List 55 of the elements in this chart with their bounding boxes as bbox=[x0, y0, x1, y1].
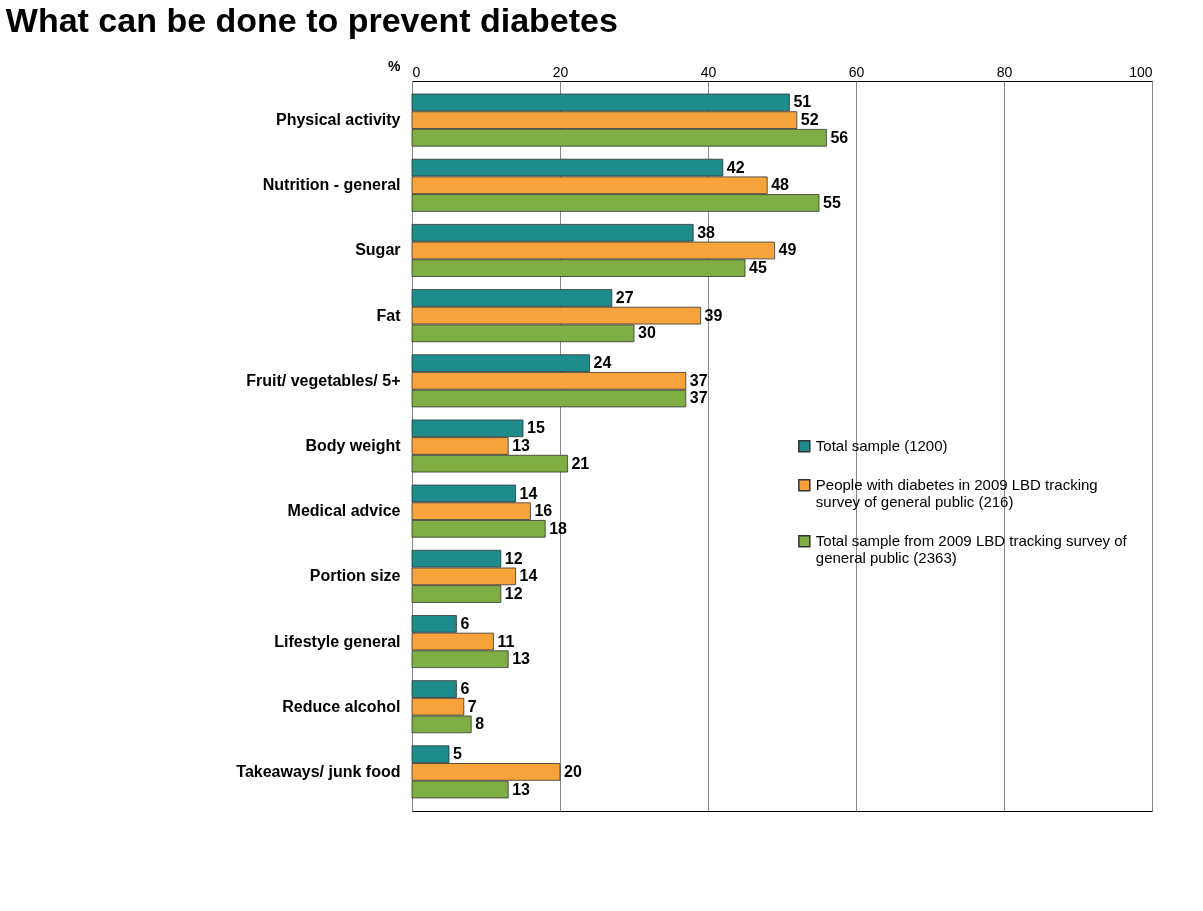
data-label: 12 bbox=[504, 585, 523, 603]
data-label: 16 bbox=[534, 502, 553, 520]
data-label: 20 bbox=[564, 762, 582, 780]
data-label: 13 bbox=[512, 437, 531, 454]
data-label: 56 bbox=[830, 128, 849, 146]
x-tick-label: 80 bbox=[996, 63, 1013, 80]
data-label: 27 bbox=[615, 288, 634, 306]
x-tick-label: 40 bbox=[700, 63, 717, 80]
data-label: 15 bbox=[527, 419, 545, 437]
y-tick-label: Portion size bbox=[309, 567, 401, 585]
data-label: 30 bbox=[638, 324, 656, 342]
x-tick-label: 20 bbox=[552, 63, 569, 80]
data-label: 18 bbox=[549, 519, 568, 537]
x-tick-label: 0 bbox=[412, 63, 421, 80]
y-tick-label: Medical advice bbox=[287, 502, 401, 520]
y-tick-label: Nutrition - general bbox=[262, 176, 401, 194]
data-label: 49 bbox=[778, 241, 797, 259]
legend-label: People with diabetes in 2009 LBD tracking survey of general public (216) bbox=[815, 476, 1098, 511]
legend-label: Total sample (1200) bbox=[815, 437, 948, 455]
data-label: 37 bbox=[689, 389, 708, 407]
data-label: 14 bbox=[519, 484, 538, 502]
y-tick-label: Fat bbox=[376, 306, 402, 324]
data-label: 6 bbox=[460, 614, 470, 632]
data-label: 55 bbox=[823, 193, 841, 211]
y-tick-label: Fruit/ vegetables/ 5+ bbox=[246, 371, 401, 389]
data-label: 13 bbox=[512, 780, 531, 798]
data-label: 37 bbox=[689, 371, 708, 389]
legend-label: Total sample from 2009 LBD tracking survey of general public (2363) bbox=[815, 532, 1128, 567]
data-label: 42 bbox=[726, 158, 745, 176]
x-axis-title: % bbox=[388, 57, 402, 74]
data-label: 38 bbox=[697, 223, 716, 241]
data-label: 52 bbox=[800, 111, 819, 129]
x-tick-label: 60 bbox=[848, 63, 865, 80]
y-tick-label: Physical activity bbox=[275, 111, 401, 129]
data-label: 51 bbox=[793, 93, 812, 111]
data-label: 14 bbox=[519, 567, 538, 585]
data-label: 7 bbox=[467, 697, 477, 715]
data-label: 45 bbox=[749, 259, 767, 277]
data-label: 8 bbox=[475, 715, 485, 733]
data-label: 13 bbox=[512, 650, 531, 668]
data-label: 5 bbox=[453, 745, 462, 763]
chart-title: What can be done to prevent diabetes bbox=[5, 1, 618, 39]
y-tick-label: Body weight bbox=[305, 437, 402, 454]
data-label: 6 bbox=[460, 680, 470, 698]
y-tick-label: Lifestyle general bbox=[274, 632, 401, 650]
data-label: 11 bbox=[497, 632, 515, 650]
y-tick-label: Sugar bbox=[355, 241, 401, 259]
data-label: 24 bbox=[593, 354, 612, 372]
data-label: 21 bbox=[571, 454, 590, 472]
y-tick-label: Reduce alcohol bbox=[282, 697, 401, 715]
data-label: 39 bbox=[704, 306, 723, 324]
data-label: 48 bbox=[771, 176, 790, 194]
x-tick-label: 100 bbox=[1129, 63, 1153, 80]
y-tick-label: Takeaways/ junk food bbox=[236, 762, 401, 780]
data-label: 12 bbox=[504, 549, 523, 567]
